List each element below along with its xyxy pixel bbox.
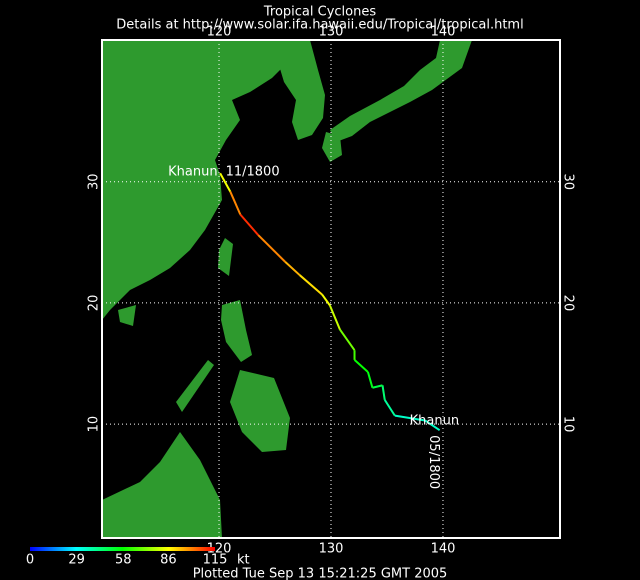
colorbar-tick-label: 29: [68, 553, 85, 568]
china: [102, 40, 300, 320]
track-segment: [366, 371, 374, 389]
track-segment: [257, 234, 286, 263]
lat-tick-label: 20: [561, 295, 576, 312]
lat-tick-label: 10: [87, 416, 102, 433]
lat-tick-label: 30: [87, 173, 102, 190]
track-segment: [284, 260, 301, 276]
borneo: [102, 432, 222, 538]
lon-tick-label: 130: [319, 542, 344, 557]
track-segment: [328, 304, 341, 330]
lat-tick-label: 10: [561, 416, 576, 433]
track-segment: [424, 419, 441, 431]
track-segment: [298, 274, 323, 296]
colorbar-tick-label: 86: [160, 553, 177, 568]
lon-tick-label: 120: [207, 542, 232, 557]
hainan: [118, 305, 136, 326]
end-label: Khanun 11/1800: [168, 164, 279, 179]
colorbar-tick-label: 0: [26, 553, 34, 568]
title: Tropical Cyclones: [263, 5, 376, 20]
end-time: 11/1800: [226, 164, 280, 179]
track-segment: [321, 293, 331, 306]
colorbar-tick-label: 58: [115, 553, 132, 568]
track-segment: [372, 384, 383, 389]
track-segment: [339, 329, 356, 351]
japan: [330, 40, 472, 142]
track-segment: [219, 172, 232, 192]
storm-name: Khanun: [168, 164, 217, 179]
land: [102, 40, 472, 538]
luzon: [221, 300, 252, 362]
lon-tick-label: 120: [207, 25, 232, 40]
track-segment: [239, 213, 259, 236]
track-segment: [383, 399, 396, 417]
lat-tick-label: 20: [87, 295, 102, 312]
korea: [278, 40, 325, 140]
lon-tick-label: 140: [431, 25, 456, 40]
footer: Plotted Tue Sep 13 15:21:25 GMT 2005: [193, 567, 448, 580]
track-segment: [394, 414, 426, 422]
track-segment: [381, 385, 386, 401]
track-segment: [353, 359, 369, 373]
taiwan: [218, 238, 233, 276]
colorbar-tick-label: 115: [203, 553, 228, 568]
track: [219, 172, 441, 431]
colorbar-unit: kt: [237, 553, 250, 568]
colorbar: [30, 547, 215, 551]
lon-tick-label: 140: [431, 542, 456, 557]
subtitle: Details at http://www.solar.ifa.hawaii.e…: [116, 18, 523, 33]
visayas-mindanao: [230, 370, 290, 452]
lat-tick-label: 30: [561, 173, 576, 190]
palawan: [176, 360, 214, 412]
lon-tick-label: 130: [319, 25, 344, 40]
kyushu: [322, 132, 342, 162]
start-name: Khanun: [410, 414, 459, 429]
start-time: 05/1800: [426, 435, 441, 489]
track-segment: [229, 191, 242, 215]
